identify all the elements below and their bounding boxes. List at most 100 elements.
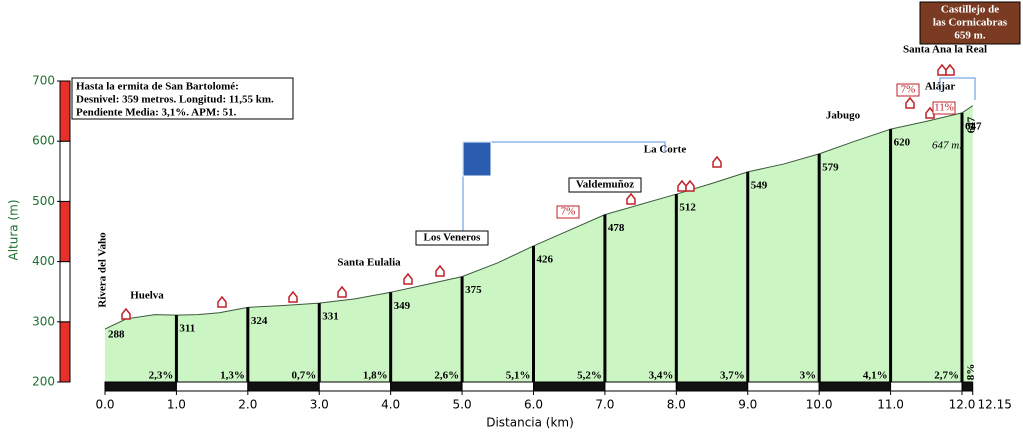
slope-label: 1,3%	[220, 370, 245, 382]
km-elevation: 324	[251, 315, 268, 327]
slope-segment	[175, 381, 249, 392]
x-tick-label: 6.0	[524, 398, 543, 412]
grade-label: 7%	[901, 84, 916, 96]
km-elevation: 579	[822, 161, 839, 173]
slope-segment	[675, 381, 749, 392]
grade-label: 11%	[934, 102, 954, 114]
grade-box	[556, 205, 580, 219]
x-tick-label: 2.0	[238, 398, 257, 412]
x-tick-label: 8.0	[667, 398, 686, 412]
info-line: Pendiente Media: 3,1%. APM: 51.	[76, 107, 237, 119]
x-tick-label: 11.0	[877, 398, 904, 412]
x-tick-label: 4.0	[381, 398, 400, 412]
summit-line: 659 m.	[954, 30, 985, 42]
house-icon	[905, 96, 915, 109]
house-icon	[677, 179, 687, 192]
slope-label: 3,4%	[649, 370, 674, 382]
elevation-band	[59, 140, 71, 202]
x-tick-label: 5.0	[453, 398, 472, 412]
km-elevation: 512	[679, 202, 696, 214]
x-axis-title: Distancia (km)	[486, 416, 574, 430]
slope-segment	[604, 381, 677, 392]
grade-box	[932, 101, 956, 115]
x-tick-label: 12.15	[978, 398, 1012, 412]
callout-line	[939, 77, 976, 100]
place-label: Huelva	[130, 290, 164, 302]
km-elevation: 288	[108, 329, 125, 341]
place-label: La Corte	[644, 144, 687, 156]
house-icon	[945, 63, 955, 76]
slope-segment	[890, 381, 963, 392]
summit-line: Castillejo de	[941, 4, 999, 16]
house-icon	[925, 106, 935, 119]
slope-segment	[104, 381, 177, 392]
y-tick-label: 700	[32, 74, 55, 88]
x-tick-label: 1.0	[167, 398, 186, 412]
km-elevation: 647	[965, 120, 982, 132]
slope-label: 2,3%	[149, 370, 174, 382]
y-tick-label: 500	[32, 194, 55, 208]
place-label: Santa Eulalia	[337, 257, 401, 269]
elevation-note: 647	[966, 116, 978, 133]
place-label: Valdemuñoz	[576, 179, 634, 191]
slope-segment	[461, 381, 535, 392]
summit-line: las Cornicabras	[933, 17, 1008, 29]
slope-label: 8%	[965, 364, 977, 381]
y-tick-label: 600	[32, 134, 55, 148]
slope-label: 2,7%	[934, 370, 959, 382]
place-label: Rivera del Vaho	[97, 232, 109, 308]
house-icon	[685, 179, 695, 192]
house-icon	[217, 295, 227, 308]
x-tick-label: 10.0	[806, 398, 833, 412]
callout-line	[462, 141, 666, 238]
house-icon	[712, 155, 722, 168]
slope-segment	[247, 381, 320, 392]
y-tick-label: 400	[32, 254, 55, 268]
place-box	[415, 230, 489, 246]
elevation-band	[59, 80, 71, 142]
slope-segment	[318, 381, 392, 392]
place-label: Los Veneros	[424, 232, 482, 244]
slope-label: 3%	[800, 370, 817, 382]
grade-box	[896, 83, 920, 97]
grade-label: 7%	[561, 206, 576, 218]
km-elevation: 549	[751, 179, 768, 191]
slope-label: 5,1%	[506, 370, 531, 382]
x-tick-label: 0.0	[95, 398, 114, 412]
slope-segment	[390, 381, 463, 392]
y-axis-title: Altura (m)	[7, 199, 21, 260]
y-tick-label: 200	[32, 375, 55, 389]
house-icon	[435, 264, 445, 277]
slope-label: 1,8%	[363, 370, 388, 382]
slope-label: 4,1%	[863, 370, 888, 382]
house-icon	[937, 63, 947, 76]
km-elevation: 349	[394, 300, 411, 312]
place-box	[568, 177, 642, 193]
house-icon	[121, 307, 131, 320]
slope-segment	[747, 381, 820, 392]
km-elevation: 375	[465, 284, 482, 296]
info-box	[71, 77, 294, 120]
x-tick-label: 12.0	[949, 398, 976, 412]
elevation-band	[59, 200, 71, 263]
house-icon	[288, 290, 298, 303]
x-tick-label: 7.0	[595, 398, 614, 412]
slope-segment	[818, 381, 892, 392]
summit-box	[919, 1, 1021, 45]
km-elevation: 426	[537, 253, 554, 265]
info-line: Desnivel: 359 metros. Longitud: 11,55 km…	[76, 94, 274, 106]
x-tick-label: 9.0	[738, 398, 757, 412]
y-tick-label: 300	[32, 314, 55, 328]
house-icon	[337, 285, 347, 298]
slope-label: 5,2%	[577, 370, 602, 382]
info-line: Hasta la ermita de San Bartolomé:	[76, 81, 239, 93]
x-tick-label: 3.0	[310, 398, 329, 412]
km-elevation: 478	[608, 222, 625, 234]
house-icon	[403, 272, 413, 285]
profile-line	[104, 105, 973, 330]
elevation-band	[59, 261, 71, 323]
slope-label: 2,6%	[434, 370, 459, 382]
km-elevation: 311	[179, 323, 195, 335]
slope-segment	[961, 381, 974, 392]
